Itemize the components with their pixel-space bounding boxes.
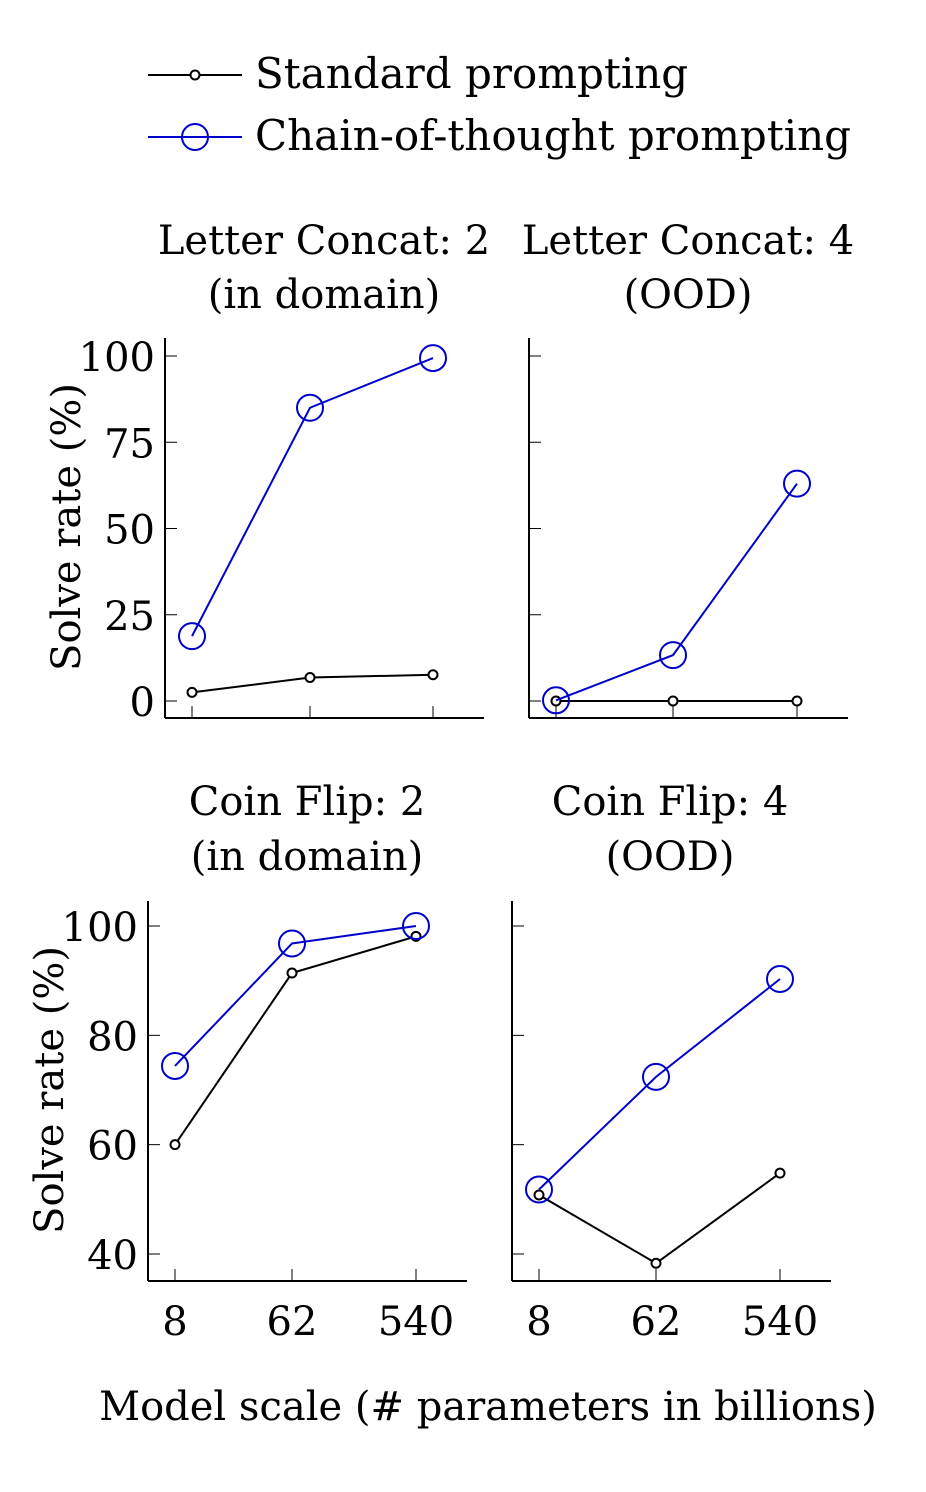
x-tick-label: 8 <box>162 1299 187 1345</box>
legend-item-standard: Standard prompting <box>148 49 688 98</box>
data-point-cot <box>766 965 794 994</box>
x-tick-label: 62 <box>267 1299 318 1345</box>
data-point-cot <box>542 686 570 715</box>
y-tick-label: 75 <box>104 421 155 467</box>
panel-title-line2: (OOD) <box>606 834 735 880</box>
data-point-cot <box>278 929 306 958</box>
panel-title-line1: Letter Concat: 4 <box>522 218 854 264</box>
data-point-cot <box>296 393 324 422</box>
y-tick-label: 60 <box>87 1124 138 1170</box>
panel-coin-flip-2: Coin Flip: 2 (in domain) 40 60 80 100 8 62 540 <box>62 779 467 1345</box>
panel-coin-flip-4: Coin Flip: 4 (OOD) 8 62 540 <box>511 779 831 1345</box>
panel-title-line1: Letter Concat: 2 <box>158 218 490 264</box>
panel-title-line2: (in domain) <box>208 272 441 318</box>
data-point-standard <box>791 695 803 707</box>
y-tick-label: 100 <box>62 905 138 951</box>
x-tick-label: 540 <box>378 1299 454 1345</box>
panel-title-line2: (in domain) <box>191 834 424 880</box>
data-point-standard <box>533 1189 545 1201</box>
data-point-cot <box>525 1175 553 1204</box>
data-point-standard <box>186 686 198 698</box>
x-tick-label: 540 <box>742 1299 818 1345</box>
data-point-cot <box>161 1051 189 1080</box>
data-point-cot <box>642 1062 670 1091</box>
series-line-cot <box>174 925 417 1067</box>
series-line-cot <box>555 483 798 702</box>
data-point-standard <box>427 669 439 681</box>
panel-title-line1: Coin Flip: 4 <box>552 779 789 825</box>
y-tick-label: 100 <box>79 335 155 381</box>
data-point-standard <box>667 695 679 707</box>
series-line-standard <box>538 1172 781 1265</box>
series-line-cot <box>538 978 781 1191</box>
data-point-standard <box>286 967 298 979</box>
data-point-cot <box>783 469 811 498</box>
panel-title-line2: (OOD) <box>624 272 753 318</box>
panel-letter-concat-4: Letter Concat: 4 (OOD) <box>522 218 854 719</box>
data-point-standard <box>550 695 562 707</box>
data-point-standard <box>304 672 316 684</box>
data-point-cot <box>178 622 206 651</box>
y-tick-label: 80 <box>87 1014 138 1060</box>
y-tick-label: 0 <box>130 680 155 726</box>
panel-title-line1: Coin Flip: 2 <box>189 779 426 825</box>
y-axis-label-top: Solve rate (%) <box>44 383 90 671</box>
x-axis-label: Model scale (# parameters in billions) <box>99 1384 877 1430</box>
y-tick-label: 25 <box>104 594 155 640</box>
data-point-cot <box>419 344 447 373</box>
data-point-cot <box>659 641 687 670</box>
series-line-cot <box>191 357 434 637</box>
data-point-standard <box>650 1257 662 1269</box>
data-point-standard <box>774 1167 786 1179</box>
legend-label-cot: Chain-of-thought prompting <box>255 111 851 160</box>
y-tick-label: 40 <box>87 1233 138 1279</box>
legend-item-cot: Chain-of-thought prompting <box>148 111 851 160</box>
panel-letter-concat-2: Letter Concat: 2 (in domain) 0 25 50 75 100 <box>79 218 491 726</box>
x-tick-label: 62 <box>631 1299 682 1345</box>
x-tick-label: 8 <box>526 1299 551 1345</box>
legend-label-standard: Standard prompting <box>255 49 688 98</box>
series-line-standard <box>174 935 417 1146</box>
y-tick-label: 50 <box>104 508 155 554</box>
legend: Standard prompting Chain-of-thought prom… <box>148 49 851 160</box>
y-axis-label-bottom: Solve rate (%) <box>27 946 73 1234</box>
data-point-cot <box>402 912 430 940</box>
data-point-standard <box>169 1139 181 1151</box>
